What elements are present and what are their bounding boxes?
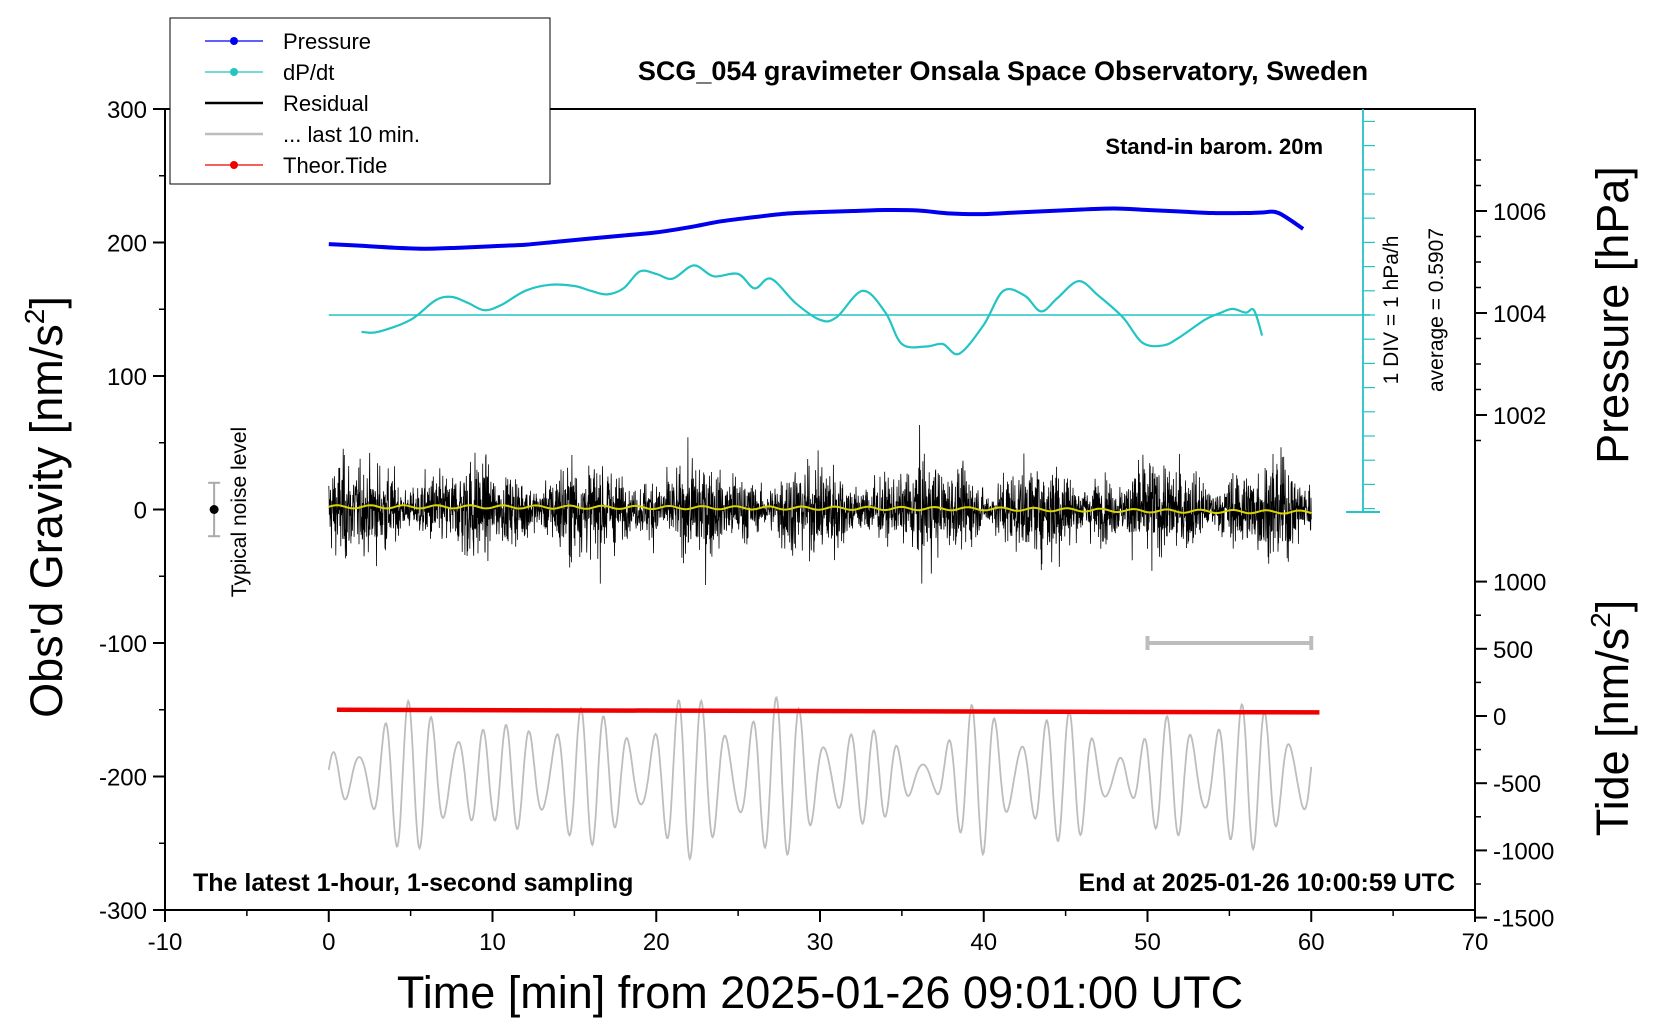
- div-note: 1 DIV = 1 hPa/h: [1380, 236, 1403, 385]
- barometer-note: Stand-in barom. 20m: [1105, 134, 1323, 159]
- y-axis-title-left-end: ]: [21, 296, 72, 309]
- x-tick-label-5: 40: [970, 929, 997, 956]
- x-tick-label-0: -10: [148, 929, 183, 956]
- pressure-series: [328, 206, 1305, 251]
- y-axis-left: -300 -200 -100 0 100 200 300: [99, 97, 165, 925]
- y-tick-label-0: -300: [99, 898, 147, 925]
- y-axis-title-tide-sup: 2: [1585, 612, 1616, 628]
- tide-tick-label-5: 1000: [1493, 570, 1546, 597]
- tide-tick-label-1: -1000: [1493, 838, 1554, 865]
- x-axis-title: Time [min] from 2025-01-26 09:01:00 UTC: [397, 967, 1243, 1018]
- x-tick-label-2: 10: [479, 929, 506, 956]
- tide-axis: -1500 -1000 -500 0 500 1000: [1475, 570, 1554, 933]
- bottom-right-note: End at 2025-01-26 10:00:59 UTC: [1078, 869, 1455, 897]
- last-10-min-series: [327, 696, 1313, 862]
- x-tick-label-1: 0: [322, 929, 335, 956]
- noise-level-point: [209, 505, 219, 514]
- legend-marker-0: [230, 37, 238, 45]
- y-axis-title-left-sup: 2: [19, 309, 50, 325]
- y-tick-label-6: 300: [107, 97, 147, 124]
- y-axis-title-left: Obs'd Gravity [nm/s2]: [19, 296, 72, 718]
- dpdt-line: [361, 264, 1264, 356]
- bottom-left-note: The latest 1-hour, 1-second sampling: [193, 869, 633, 897]
- residual-smooth-line: [328, 504, 1312, 515]
- chart-annotations-graphics: [208, 481, 1314, 650]
- pressure-axis: 1002 1004 1006: [1475, 159, 1546, 442]
- y-tick-label-4: 100: [107, 364, 147, 391]
- x-tick-label-7: 60: [1298, 929, 1325, 956]
- y-axis-title-tide: Tide [nm/s2]: [1585, 600, 1638, 836]
- pressure-tick-label-2: 1006: [1493, 199, 1546, 226]
- tide-tick-label-0: -1500: [1493, 906, 1554, 933]
- noise-level-label: Typical noise level: [228, 427, 251, 597]
- y-axis-title-pressure: Pressure [hPa]: [1587, 166, 1638, 464]
- pressure-tick-label-1: 1004: [1493, 301, 1546, 328]
- residual-line: [328, 424, 1312, 586]
- legend-label-3: ... last 10 min.: [283, 122, 420, 147]
- tide-tick-label-4: 500: [1493, 637, 1533, 664]
- legend-label-4: Theor.Tide: [283, 153, 387, 178]
- residual-smooth-series: [328, 504, 1312, 515]
- legend-label-1: dP/dt: [283, 60, 334, 85]
- legend-marker-4: [230, 161, 238, 169]
- legend-marker-1: [230, 68, 238, 76]
- legend-label-2: Residual: [283, 91, 369, 116]
- legend-label-0: Pressure: [283, 29, 371, 54]
- theor-tide-line: [336, 707, 1320, 715]
- dpdt-series: [328, 109, 1380, 513]
- y-tick-label-5: 200: [107, 231, 147, 258]
- x-tick-label-6: 50: [1134, 929, 1161, 956]
- x-axis: -10 0 10 20 30 40 50 60 70: [148, 910, 1489, 956]
- x-tick-label-3: 20: [643, 929, 670, 956]
- y-tick-label-2: -100: [99, 631, 147, 658]
- average-note: average = 0.5907: [1425, 228, 1448, 392]
- pressure-tick-label-0: 1002: [1493, 403, 1546, 430]
- y-axis-title-left-text: Obs'd Gravity [nm/s: [21, 324, 72, 718]
- residual-series: [328, 424, 1312, 586]
- tide-tick-label-2: -500: [1493, 771, 1541, 798]
- x-tick-label-8: 70: [1462, 929, 1489, 956]
- y-tick-label-3: 0: [134, 498, 147, 525]
- tide-tick-label-3: 0: [1493, 704, 1506, 731]
- theor-tide-series: [336, 707, 1320, 715]
- y-axis-title-tide-end: ]: [1587, 600, 1638, 613]
- pressure-line: [328, 206, 1305, 251]
- y-tick-label-1: -200: [99, 765, 147, 792]
- legend-box: [169, 17, 551, 185]
- x-tick-label-4: 30: [807, 929, 834, 956]
- chart-title: SCG_054 gravimeter Onsala Space Observat…: [638, 56, 1368, 86]
- legend: Pressure dP/dt Residual ... last 10 min. The…: [169, 17, 551, 185]
- y-axis-title-tide-text: Tide [nm/s: [1587, 628, 1638, 836]
- last-10-min-line: [327, 696, 1313, 862]
